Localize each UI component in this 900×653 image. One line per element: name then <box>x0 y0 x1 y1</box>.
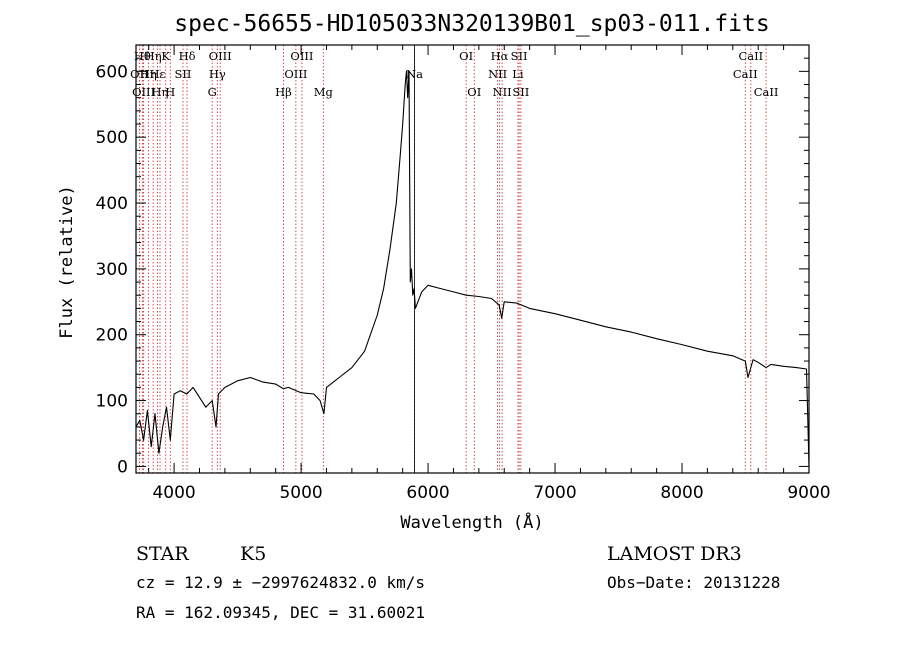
spectral-line-label: Hβ <box>275 85 292 99</box>
y-axis-label: Flux (relative) <box>57 185 77 339</box>
spectral-line-label: SII <box>512 85 529 99</box>
y-tick-label: 200 <box>96 326 128 346</box>
x-tick-label: 5000 <box>279 483 322 503</box>
spectral-line-label: Na <box>406 67 423 81</box>
spectral-line-label: OII <box>130 67 149 81</box>
spectral-line-label: Hε <box>149 67 165 81</box>
spectral-line-label: H <box>165 85 175 99</box>
spectral-line-label: K <box>161 49 170 63</box>
spectral-line-label: OI <box>467 85 481 99</box>
survey-name: LAMOST DR3 <box>607 543 742 565</box>
spectral-line-label: NII <box>488 67 507 81</box>
spectral-line-label: Hδ <box>179 49 196 63</box>
spectral-line-label: CaII <box>733 67 758 81</box>
x-tick-label: 9000 <box>787 483 830 503</box>
object-subclass: K5 <box>240 543 266 565</box>
spectral-line-label: OI <box>459 49 473 63</box>
spectral-line-label: OIII <box>209 49 232 63</box>
redshift-info: cz = 12.9 ± −2997624832.0 km/s <box>136 573 425 592</box>
spectral-line-label: Hη <box>140 67 157 81</box>
y-tick-label: 600 <box>96 62 128 82</box>
spectral-line-label: NII <box>493 85 512 99</box>
x-tick-label: 6000 <box>406 483 449 503</box>
plot-frame <box>135 44 810 474</box>
spectral-line-labels: OIIHθOIIIHηHηHεHηKHSIIHδGHγOIIIHβOIIIOII… <box>130 49 778 99</box>
observation-date: Obs−Date: 20131228 <box>607 573 780 592</box>
x-tick-label: 4000 <box>152 483 195 503</box>
spectral-line-label: G <box>208 85 217 99</box>
y-tick-label: 400 <box>96 194 128 214</box>
y-tick-label: 300 <box>96 260 128 280</box>
spectral-line-label: SII <box>511 49 528 63</box>
spectral-line-label: Hγ <box>209 67 226 81</box>
x-tick-label: 8000 <box>660 483 703 503</box>
x-axis: 4000 5000 6000 7000 8000 9000 <box>148 45 831 503</box>
spectral-line-label: Mg <box>314 85 334 99</box>
spectral-line-label: Hα <box>491 49 509 63</box>
spectral-line-label: CaII <box>738 49 763 63</box>
spectrum-line-flux <box>135 70 810 467</box>
object-class: STAR <box>136 543 189 565</box>
x-tick-label: 7000 <box>533 483 576 503</box>
spectral-line-label: CaII <box>754 85 779 99</box>
chart-title: spec-56655-HD105033N320139B01_sp03-011.f… <box>174 11 769 37</box>
spectral-line-label: Hη <box>152 85 169 99</box>
spectral-line-label: OIII <box>284 67 307 81</box>
y-tick-label: 0 <box>117 457 128 477</box>
coordinates-info: RA = 162.09345, DEC = 31.60021 <box>136 603 425 622</box>
spectral-line-label: Hη <box>145 49 162 63</box>
y-tick-label: 500 <box>96 128 128 148</box>
y-axis: 0 100 200 300 400 500 600 <box>96 44 809 477</box>
spectral-line-markers <box>139 45 767 473</box>
spectral-line-label: Hθ <box>134 49 151 63</box>
spectral-line-label: OIII <box>132 85 155 99</box>
spectral-line-label: OIII <box>290 49 313 63</box>
spectral-line-label: Li <box>512 67 524 81</box>
x-axis-label: Wavelength (Å) <box>400 511 543 533</box>
y-tick-label: 100 <box>96 392 128 412</box>
spectrum-series <box>135 70 810 467</box>
spectral-line-label: SII <box>174 67 191 81</box>
